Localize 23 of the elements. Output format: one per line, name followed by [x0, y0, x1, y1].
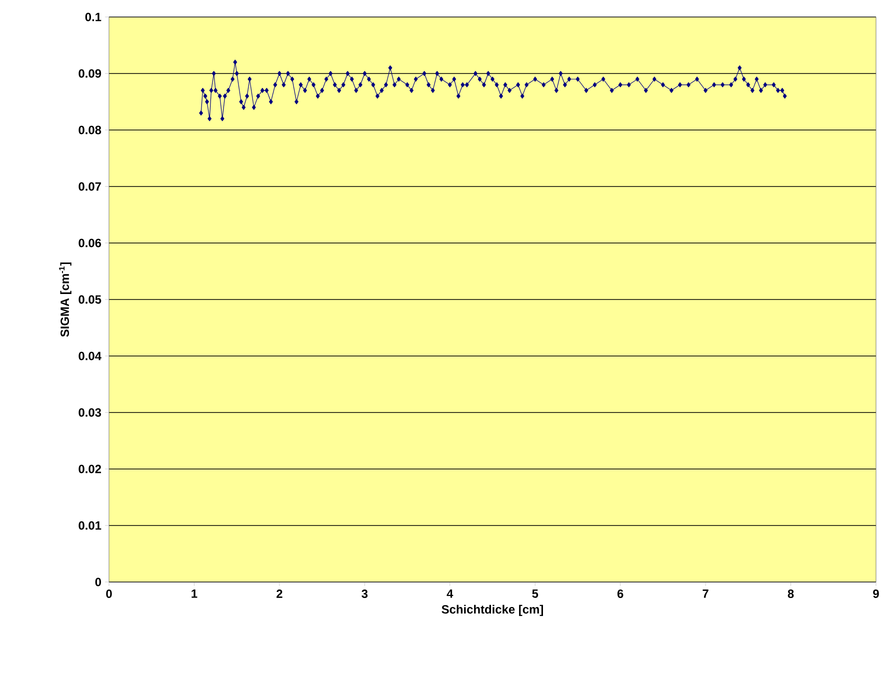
y-tick-label: 0.09: [78, 69, 102, 78]
x-tick-label: 3: [362, 590, 368, 598]
x-tick-label: 4: [446, 590, 454, 598]
y-tick-label: 0.08: [78, 126, 102, 134]
x-axis-title: Schichtdicke [cm]: [442, 604, 543, 616]
y-tick-label: 0.02: [78, 464, 102, 474]
y-tick-label: 0.1: [85, 12, 102, 22]
x-tick-label: 7: [702, 590, 708, 598]
x-tick-label: 9: [873, 590, 879, 598]
x-tick-label: 5: [532, 590, 538, 598]
x-tick-label: 2: [276, 590, 282, 598]
y-tick-label: 0.03: [78, 408, 102, 417]
y-tick-label: 0.06: [78, 238, 102, 248]
x-tick-label: 6: [617, 590, 624, 598]
y-tick-label: 0.04: [78, 352, 102, 360]
x-tick-label: 1: [192, 590, 198, 598]
y-tick-label: 0.05: [78, 295, 102, 304]
y-tick-label: 0.07: [78, 182, 101, 191]
y-tick-label: 0.01: [78, 521, 102, 530]
y-tick-label: 0: [95, 578, 101, 586]
x-tick-label: 8: [788, 590, 794, 598]
x-tick-label: 0: [106, 590, 112, 598]
y-axis-title: SIGMA [cm$^{-1}$]: [59, 262, 72, 337]
